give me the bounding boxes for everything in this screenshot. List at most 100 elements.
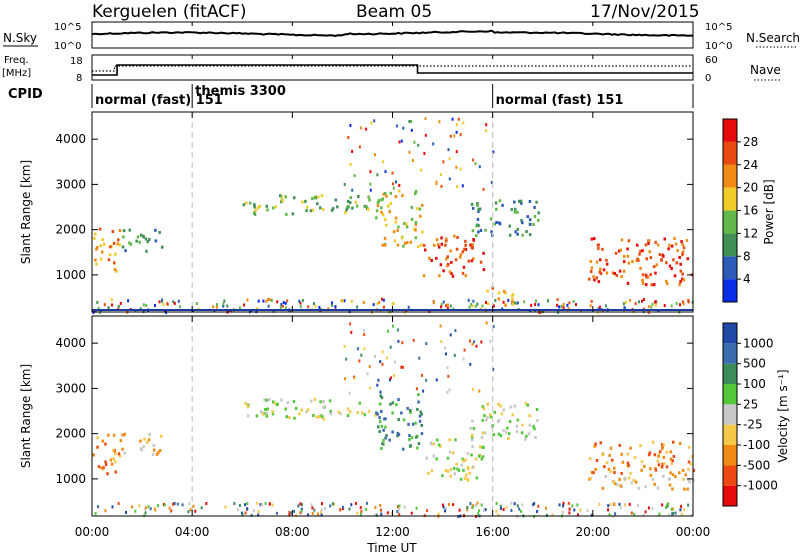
echo-cell <box>316 202 319 206</box>
echo-cell <box>114 460 117 464</box>
echo-cell <box>471 387 474 391</box>
scatter-speck <box>647 305 650 309</box>
echo-cell <box>662 254 665 258</box>
echo-cell <box>351 149 354 153</box>
echo-cell <box>514 207 517 211</box>
scatter-speck <box>515 301 518 305</box>
echo-cell <box>369 188 372 192</box>
echo-cell <box>455 165 458 169</box>
scatter-speck <box>666 502 669 506</box>
echo-cell <box>375 209 379 213</box>
echo-cell <box>331 207 335 211</box>
colorbar-tick-label: 24 <box>743 158 758 172</box>
echo-cell <box>639 444 642 448</box>
scatter-speck <box>119 302 122 305</box>
echo-cell <box>102 466 105 470</box>
echo-cell <box>454 258 458 262</box>
echo-cell <box>425 378 428 382</box>
echo-cell <box>280 398 283 402</box>
scatter-speck <box>426 509 429 513</box>
echo-cell <box>397 339 400 343</box>
echo-cell <box>398 140 401 144</box>
scatter-speck <box>246 507 249 511</box>
echo-cell <box>377 198 381 202</box>
freq-bottom-tick: 8 <box>76 73 82 84</box>
scatter-speck <box>442 300 445 304</box>
echo-cell <box>662 455 666 459</box>
echo-cell <box>450 260 453 264</box>
scatter-speck <box>157 504 159 508</box>
echo-cell <box>482 407 486 411</box>
freq-label-2: [MHz] <box>2 68 31 79</box>
echo-cell <box>376 204 380 208</box>
echo-cell <box>93 236 96 240</box>
echo-cell <box>319 400 322 404</box>
echo-cell <box>665 450 668 454</box>
echo-cell <box>245 201 248 205</box>
echo-cell <box>300 408 303 412</box>
echo-cell <box>466 477 469 481</box>
echo-cell <box>432 454 435 458</box>
scatter-speck <box>477 512 480 516</box>
echo-cell <box>367 208 370 211</box>
echo-cell <box>679 262 682 266</box>
scatter-speck <box>654 303 657 307</box>
echo-cell <box>265 204 268 208</box>
echo-cell <box>668 243 671 247</box>
scatter-speck <box>323 506 326 510</box>
echo-cell <box>451 117 454 121</box>
echo-cell <box>627 476 631 480</box>
echo-cell <box>354 200 358 204</box>
echo-cell <box>507 437 510 441</box>
scatter-speck <box>500 506 502 510</box>
echo-cell <box>471 206 475 210</box>
scatter-speck <box>131 505 133 509</box>
echo-cell <box>260 410 263 414</box>
echo-cell <box>472 158 475 162</box>
y-tick-label: 2000 <box>55 427 86 441</box>
echo-cell <box>453 353 456 357</box>
scatter-speck <box>320 510 322 514</box>
scatter-speck <box>386 511 389 515</box>
echo-cell <box>505 431 508 435</box>
echo-cell <box>667 477 671 481</box>
echo-cell <box>392 230 396 234</box>
scatter-speck <box>651 302 654 306</box>
echo-cell <box>462 357 465 361</box>
scatter-speck <box>187 510 190 514</box>
echo-cell <box>146 440 149 444</box>
echo-cell <box>511 413 514 417</box>
scatter-speck <box>562 303 565 306</box>
echo-cell <box>620 452 623 456</box>
echo-cell <box>384 192 387 195</box>
echo-cell <box>671 487 674 491</box>
echo-cell <box>412 338 415 342</box>
scatter-speck <box>623 306 626 309</box>
echo-cell <box>347 205 350 209</box>
scatter-speck <box>618 502 621 506</box>
echo-cell <box>537 218 540 222</box>
nsky-label: N.Sky <box>3 31 37 45</box>
echo-cell <box>389 402 392 406</box>
scatter-speck <box>396 510 399 514</box>
scatter-speck <box>243 303 246 307</box>
scatter-speck <box>449 304 452 308</box>
echo-cell <box>594 468 597 471</box>
echo-cell <box>389 191 393 195</box>
echo-cell <box>401 194 404 198</box>
echo-cell <box>482 445 485 449</box>
echo-cell <box>449 474 452 478</box>
echo-cell <box>376 383 379 387</box>
echo-cell <box>475 344 478 348</box>
echo-cell <box>378 416 381 420</box>
scatter-speck <box>534 303 537 306</box>
scatter-speck <box>310 503 313 507</box>
echo-cell <box>456 236 459 239</box>
echo-cell <box>435 378 438 382</box>
echo-cell <box>627 464 630 468</box>
echo-cell <box>424 133 427 137</box>
echo-cell <box>464 458 467 462</box>
colorbar-frame <box>722 322 738 507</box>
scatter-speck <box>313 508 316 512</box>
echo-cell <box>396 243 400 247</box>
